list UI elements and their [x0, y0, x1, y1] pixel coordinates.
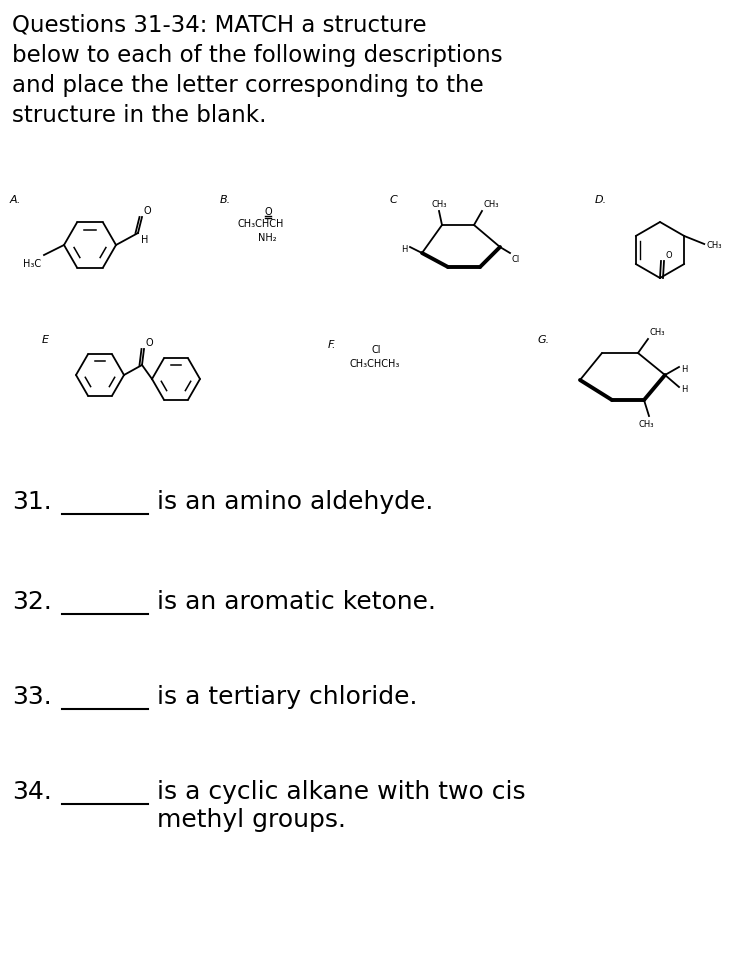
- Text: F.: F.: [328, 340, 337, 350]
- Text: is an aromatic ketone.: is an aromatic ketone.: [157, 590, 436, 614]
- Text: D.: D.: [595, 195, 608, 205]
- Text: and place the letter corresponding to the: and place the letter corresponding to th…: [12, 74, 484, 97]
- Text: CH₃: CH₃: [650, 328, 665, 337]
- Text: G.: G.: [538, 335, 550, 345]
- Text: 34.: 34.: [12, 780, 52, 804]
- Text: O: O: [665, 251, 672, 260]
- Text: H₃C: H₃C: [22, 259, 41, 269]
- Text: NH₂: NH₂: [258, 233, 277, 243]
- Text: CH₃: CH₃: [431, 200, 447, 209]
- Text: O: O: [143, 206, 151, 216]
- Text: is a cyclic alkane with two cis
methyl groups.: is a cyclic alkane with two cis methyl g…: [157, 780, 526, 832]
- Text: H: H: [681, 364, 687, 374]
- Text: Questions 31-34: MATCH a structure: Questions 31-34: MATCH a structure: [12, 14, 427, 37]
- Text: CH₃: CH₃: [706, 241, 722, 251]
- Text: B.: B.: [220, 195, 231, 205]
- Text: 31.: 31.: [12, 490, 52, 514]
- Text: H: H: [681, 385, 687, 393]
- Text: Cl: Cl: [372, 345, 382, 355]
- Text: C: C: [390, 195, 398, 205]
- Text: H: H: [141, 235, 148, 245]
- Text: E: E: [42, 335, 49, 345]
- Text: Cl: Cl: [512, 255, 520, 264]
- Text: O: O: [145, 338, 153, 348]
- Text: is an amino aldehyde.: is an amino aldehyde.: [157, 490, 434, 514]
- Text: O: O: [264, 207, 272, 217]
- Text: CH₃CHCH: CH₃CHCH: [237, 219, 284, 229]
- Text: CH₃CHCH₃: CH₃CHCH₃: [350, 359, 400, 369]
- Text: A.: A.: [10, 195, 21, 205]
- Text: H: H: [402, 245, 408, 254]
- Text: below to each of the following descriptions: below to each of the following descripti…: [12, 44, 502, 67]
- Text: CH₃: CH₃: [483, 200, 499, 209]
- Text: 33.: 33.: [12, 685, 52, 709]
- Text: 32.: 32.: [12, 590, 52, 614]
- Text: is a tertiary chloride.: is a tertiary chloride.: [157, 685, 418, 709]
- Text: structure in the blank.: structure in the blank.: [12, 104, 266, 127]
- Text: CH₃: CH₃: [638, 420, 654, 429]
